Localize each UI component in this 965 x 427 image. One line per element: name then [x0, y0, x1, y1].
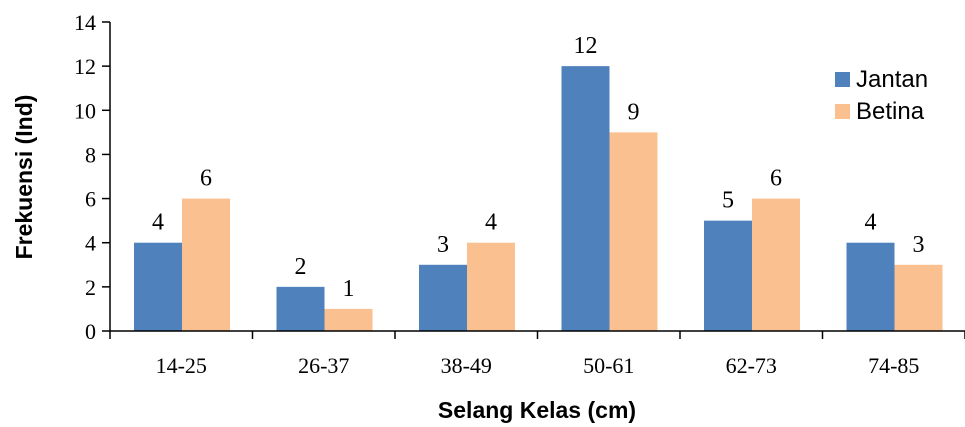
y-tick-label: 2	[85, 275, 96, 300]
bar-jantan	[134, 242, 182, 331]
legend-swatch-betina	[835, 104, 850, 119]
data-label-jantan: 4	[865, 210, 877, 236]
y-tick-label: 0	[85, 319, 96, 344]
x-axis-title: Selang Kelas (cm)	[438, 397, 636, 423]
legend-label-jantan: Jantan	[856, 66, 928, 93]
bar-jantan	[704, 220, 752, 331]
bar-betina	[182, 198, 230, 331]
bar-betina	[752, 198, 800, 331]
x-tick-label: 74-85	[868, 353, 919, 378]
data-label-jantan: 3	[437, 232, 449, 258]
data-label-betina: 6	[770, 166, 782, 192]
y-tick-label: 12	[74, 54, 96, 79]
data-label-jantan: 5	[722, 188, 734, 214]
bar-jantan	[561, 66, 610, 332]
legend-swatch-jantan	[835, 72, 850, 87]
bar-betina	[324, 308, 373, 331]
x-tick-label: 38-49	[441, 353, 492, 378]
bars	[134, 66, 943, 332]
data-label-jantan: 2	[295, 254, 307, 280]
y-tick-label: 8	[85, 142, 96, 167]
x-axis-ticks: 14-25 26-37 38-49 50-61 62-73 74-85	[109, 331, 965, 378]
y-tick-label: 10	[74, 98, 96, 123]
bar-betina	[894, 264, 943, 331]
legend-label-betina: Betina	[856, 98, 925, 125]
data-label-betina: 1	[343, 276, 355, 302]
data-label-betina: 4	[485, 210, 497, 236]
x-tick-label: 26-37	[298, 353, 349, 378]
data-label-betina: 3	[913, 232, 925, 258]
legend: Jantan Betina	[835, 66, 928, 125]
bar-jantan	[419, 264, 467, 331]
data-label-jantan: 4	[152, 210, 164, 236]
y-axis-title: Frekuensi (Ind)	[11, 95, 37, 260]
bar-jantan	[276, 286, 325, 331]
data-label-jantan: 12	[574, 33, 598, 59]
x-tick-label: 50-61	[583, 353, 634, 378]
data-label-betina: 9	[628, 99, 640, 125]
bar-jantan	[846, 242, 895, 331]
data-label-betina: 6	[200, 166, 212, 192]
y-tick-label: 4	[85, 231, 96, 256]
x-tick-label: 62-73	[726, 353, 777, 378]
y-tick-label: 14	[74, 10, 96, 35]
bar-betina	[609, 132, 658, 331]
y-axis-ticks: 0 2 4 6 8 10 12 14	[74, 10, 110, 344]
bar-betina	[467, 242, 515, 331]
y-tick-label: 6	[85, 187, 96, 212]
data-labels: 4 6 2 1 3 4 12 9 5 6 4 3	[152, 33, 925, 302]
x-tick-label: 14-25	[156, 353, 207, 378]
